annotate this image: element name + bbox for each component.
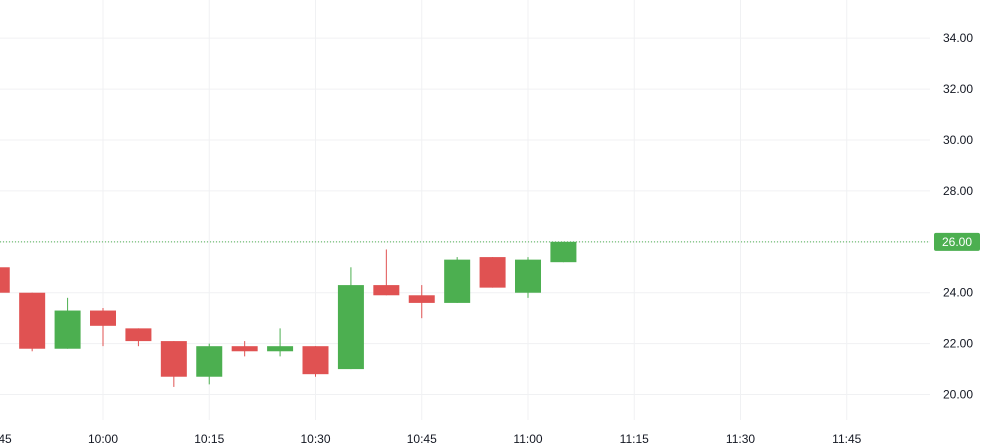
candle-body (267, 346, 294, 352)
candle-body (302, 346, 329, 375)
candle[interactable] (90, 308, 116, 347)
candle[interactable] (267, 328, 294, 357)
price-axis[interactable]: 20.00 22.00 24.00 26.00 28.00 30.00 32.00 34.00 (943, 31, 973, 401)
y-tick-label: 30.00 (943, 133, 973, 147)
y-tick-label: 32.00 (943, 82, 973, 96)
candle[interactable] (550, 241, 577, 263)
candle-body (479, 257, 506, 288)
candle-body (337, 285, 364, 370)
time-axis[interactable]: 9:45 10:00 10:15 10:30 10:45 11:00 11:15 11:30 1… (0, 432, 862, 446)
candle-body (231, 346, 258, 352)
x-tick-label: 11:30 (726, 432, 755, 446)
x-tick-label: 10:15 (194, 432, 224, 446)
candle-body (550, 241, 577, 263)
vertical-gridlines (102, 0, 848, 420)
candle[interactable] (444, 257, 471, 303)
x-tick-label: 10:00 (88, 432, 118, 446)
candle-body (515, 259, 541, 293)
x-tick-label: 11:45 (832, 432, 861, 446)
last-price-label: 26.00 (942, 235, 972, 249)
candle[interactable] (19, 292, 46, 352)
y-tick-label: 34.00 (943, 31, 973, 45)
last-price-badge (934, 232, 980, 251)
candle[interactable] (337, 267, 364, 370)
candle[interactable] (515, 257, 541, 298)
x-tick-label: 10:30 (300, 432, 330, 446)
candle[interactable] (0, 267, 10, 293)
candles-group (0, 241, 577, 387)
y-tick-label: 28.00 (943, 184, 973, 198)
x-tick-label: 10:45 (407, 432, 437, 446)
candle[interactable] (373, 249, 400, 296)
candle-body (19, 292, 46, 349)
candle-body (408, 295, 435, 303)
y-tick-label: 20.00 (943, 388, 973, 402)
y-tick-label: 24.00 (943, 286, 973, 300)
candle-body (160, 341, 187, 377)
candle-body (196, 346, 223, 377)
candle-body (125, 328, 152, 342)
candle[interactable] (125, 328, 152, 347)
candle-body (90, 310, 116, 326)
candle-body (373, 285, 400, 296)
x-tick-label: 11:15 (620, 432, 649, 446)
candle[interactable] (160, 341, 187, 387)
candle-body (444, 259, 471, 303)
x-tick-label: 9:45 (0, 432, 12, 446)
x-tick-label: 11:00 (513, 432, 542, 446)
candle-body (54, 310, 81, 349)
last-price-label-group: 26.00 (934, 232, 980, 251)
candle[interactable] (54, 297, 81, 349)
candle[interactable] (231, 341, 258, 357)
candle[interactable] (196, 343, 223, 385)
candle[interactable] (479, 257, 506, 288)
candle-body (0, 267, 10, 293)
candle[interactable] (408, 285, 435, 319)
candle[interactable] (302, 346, 329, 377)
y-tick-label: 22.00 (943, 337, 973, 351)
